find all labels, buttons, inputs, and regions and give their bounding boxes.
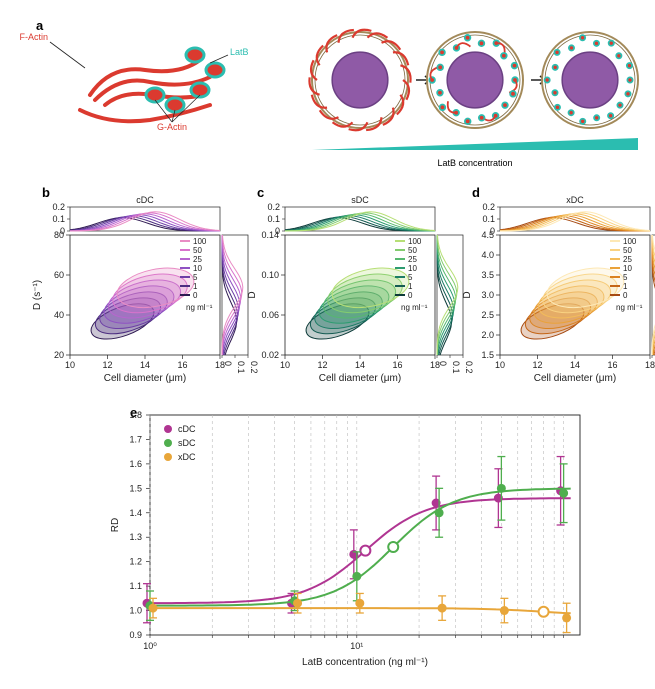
svg-text:12: 12 [532, 360, 542, 370]
svg-text:100: 100 [193, 237, 207, 246]
svg-text:1.6: 1.6 [129, 459, 142, 469]
svg-text:0: 0 [408, 291, 413, 300]
svg-text:0.2: 0.2 [52, 202, 65, 212]
svg-text:12: 12 [317, 360, 327, 370]
svg-text:18: 18 [430, 360, 440, 370]
svg-text:5: 5 [408, 273, 413, 282]
svg-text:LatB concentration: LatB concentration [437, 158, 512, 168]
svg-text:Cell diameter (μm): Cell diameter (μm) [319, 373, 401, 384]
svg-text:0.1: 0.1 [236, 361, 246, 374]
svg-text:0.06: 0.06 [261, 310, 279, 320]
svg-text:1: 1 [408, 282, 413, 291]
svg-text:10: 10 [495, 360, 505, 370]
svg-text:LatB: LatB [230, 47, 249, 57]
svg-text:1.5: 1.5 [481, 350, 494, 360]
svg-text:d: d [472, 185, 480, 200]
svg-text:80: 80 [54, 230, 64, 240]
svg-text:100: 100 [623, 237, 637, 246]
svg-text:10: 10 [280, 360, 290, 370]
svg-text:2.5: 2.5 [481, 310, 494, 320]
svg-text:c: c [257, 185, 264, 200]
svg-text:1.0: 1.0 [129, 606, 142, 616]
svg-text:0.2: 0.2 [482, 202, 495, 212]
svg-text:0.2: 0.2 [464, 361, 474, 374]
svg-text:b: b [42, 185, 50, 200]
svg-text:14: 14 [355, 360, 365, 370]
svg-text:RD: RD [110, 518, 121, 532]
svg-text:0.1: 0.1 [482, 214, 495, 224]
svg-text:10: 10 [65, 360, 75, 370]
svg-text:D: D [247, 291, 258, 298]
svg-text:0: 0 [623, 291, 628, 300]
svg-text:10: 10 [193, 264, 202, 273]
svg-text:cDC: cDC [136, 195, 154, 205]
svg-text:4.5: 4.5 [481, 230, 494, 240]
svg-text:10: 10 [623, 264, 632, 273]
svg-text:18: 18 [645, 360, 655, 370]
svg-text:1.4: 1.4 [129, 508, 142, 518]
svg-text:14: 14 [140, 360, 150, 370]
svg-text:0.9: 0.9 [129, 630, 142, 640]
svg-text:3.0: 3.0 [481, 290, 494, 300]
svg-text:12: 12 [102, 360, 112, 370]
svg-text:60: 60 [54, 270, 64, 280]
svg-text:4.0: 4.0 [481, 250, 494, 260]
svg-text:0.1: 0.1 [52, 214, 65, 224]
svg-text:cDC: cDC [178, 424, 196, 434]
svg-text:2.0: 2.0 [481, 330, 494, 340]
figure-svg: aF-ActinLatBG-ActinLatB concentrationbcD… [0, 0, 655, 684]
svg-text:1.1: 1.1 [129, 581, 142, 591]
svg-text:0: 0 [193, 291, 198, 300]
svg-text:25: 25 [193, 255, 202, 264]
svg-text:LatB concentration (ng ml⁻¹): LatB concentration (ng ml⁻¹) [302, 657, 428, 668]
svg-text:sDC: sDC [178, 438, 196, 448]
svg-text:3.5: 3.5 [481, 270, 494, 280]
svg-text:10: 10 [408, 264, 417, 273]
svg-text:100: 100 [408, 237, 422, 246]
svg-text:xDC: xDC [178, 452, 196, 462]
svg-text:20: 20 [54, 350, 64, 360]
svg-text:ng ml⁻¹: ng ml⁻¹ [186, 303, 213, 312]
svg-text:0.2: 0.2 [267, 202, 280, 212]
svg-text:ng ml⁻¹: ng ml⁻¹ [616, 303, 643, 312]
svg-text:14: 14 [570, 360, 580, 370]
svg-text:50: 50 [408, 246, 417, 255]
svg-text:1.7: 1.7 [129, 434, 142, 444]
svg-text:1.3: 1.3 [129, 532, 142, 542]
svg-text:10⁰: 10⁰ [143, 641, 157, 651]
svg-text:1: 1 [623, 282, 628, 291]
svg-text:1: 1 [193, 282, 198, 291]
svg-text:16: 16 [607, 360, 617, 370]
svg-text:25: 25 [623, 255, 632, 264]
svg-text:5: 5 [623, 273, 628, 282]
svg-text:1.8: 1.8 [129, 410, 142, 420]
svg-text:a: a [36, 18, 44, 33]
svg-text:ng ml⁻¹: ng ml⁻¹ [401, 303, 428, 312]
svg-text:D: D [462, 291, 473, 298]
svg-text:0.1: 0.1 [451, 361, 461, 374]
svg-text:0.10: 0.10 [261, 270, 279, 280]
svg-text:1.5: 1.5 [129, 483, 142, 493]
svg-text:D (s⁻¹): D (s⁻¹) [32, 280, 43, 310]
svg-text:50: 50 [623, 246, 632, 255]
svg-text:0.2: 0.2 [249, 361, 259, 374]
svg-text:25: 25 [408, 255, 417, 264]
svg-text:50: 50 [193, 246, 202, 255]
svg-text:18: 18 [215, 360, 225, 370]
svg-text:1.2: 1.2 [129, 557, 142, 567]
svg-text:0.02: 0.02 [261, 350, 279, 360]
svg-text:xDC: xDC [566, 195, 584, 205]
svg-text:16: 16 [177, 360, 187, 370]
svg-text:5: 5 [193, 273, 198, 282]
svg-text:40: 40 [54, 310, 64, 320]
svg-text:F-Actin: F-Actin [19, 32, 48, 42]
svg-text:Cell diameter (μm): Cell diameter (μm) [534, 373, 616, 384]
svg-text:sDC: sDC [351, 195, 369, 205]
svg-text:0.14: 0.14 [261, 230, 279, 240]
svg-text:G-Actin: G-Actin [157, 122, 187, 132]
svg-text:10¹: 10¹ [350, 641, 363, 651]
svg-text:0.1: 0.1 [267, 214, 280, 224]
svg-text:16: 16 [392, 360, 402, 370]
svg-text:Cell diameter (μm): Cell diameter (μm) [104, 373, 186, 384]
